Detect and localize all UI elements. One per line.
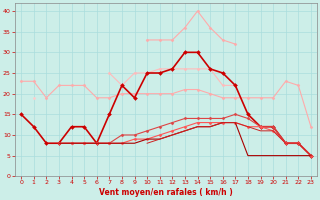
X-axis label: Vent moyen/en rafales ( km/h ): Vent moyen/en rafales ( km/h ): [99, 188, 233, 197]
